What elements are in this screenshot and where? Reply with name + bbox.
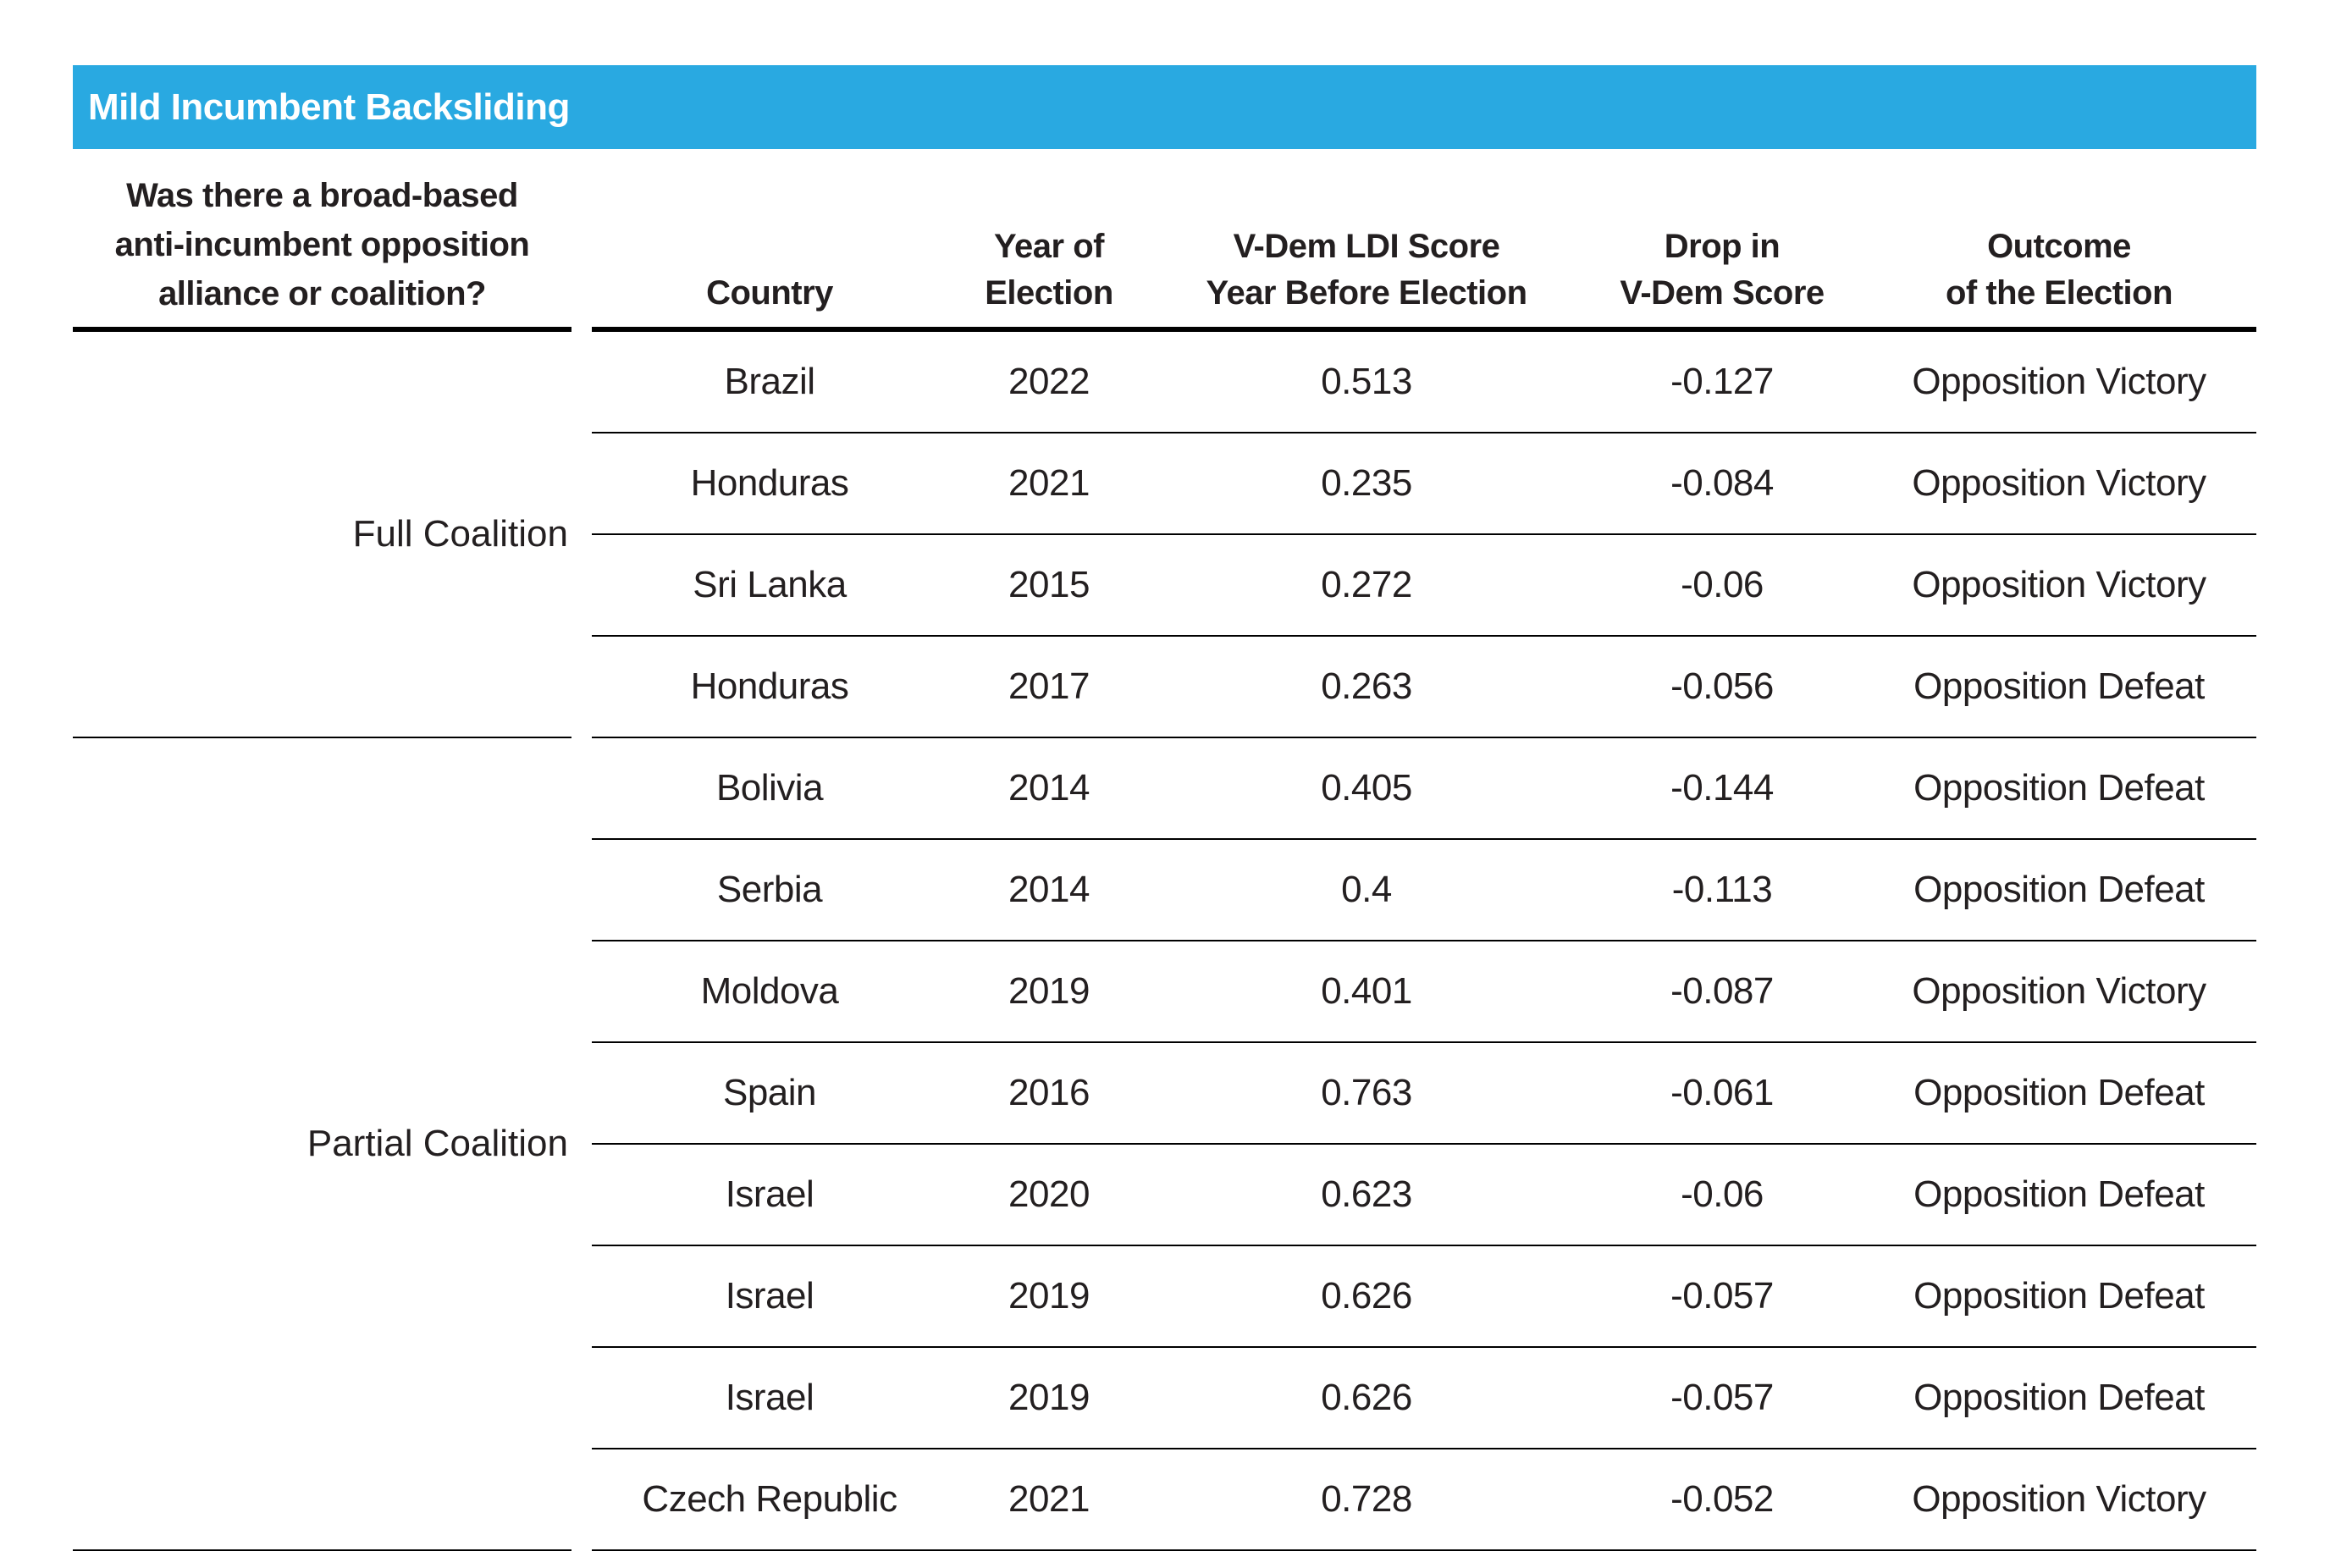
cell-drop: -0.06 — [1681, 564, 1764, 605]
cell-year: 2021 — [1008, 462, 1090, 504]
cell-year: 2015 — [1008, 564, 1090, 605]
cell-drop: -0.084 — [1670, 462, 1774, 504]
cell-outcome: Opposition Defeat — [1913, 1173, 2205, 1215]
cell-drop: -0.144 — [1670, 767, 1774, 809]
cell-outcome: Opposition Defeat — [1913, 767, 2205, 809]
column-header-country: Country — [706, 273, 833, 312]
cell-outcome: Opposition Defeat — [1913, 869, 2205, 910]
cell-ldi-score: 0.401 — [1321, 970, 1412, 1012]
table-row: Honduras 2017 0.263 -0.056 Opposition De… — [592, 637, 2256, 738]
cell-outcome: Opposition Victory — [1912, 564, 2206, 605]
cell-ldi-score: 0.728 — [1321, 1478, 1412, 1520]
column-header-drop: Drop in V-Dem Score — [1620, 227, 1825, 312]
column-header-year: Year of Election — [985, 227, 1113, 312]
table-figure: Mild Incumbent Backsliding Was there a b… — [73, 65, 2256, 1551]
cell-country: Czech Republic — [642, 1478, 897, 1520]
cell-country: Israel — [725, 1377, 814, 1418]
cell-country: Israel — [725, 1173, 814, 1215]
cell-ldi-score: 0.763 — [1321, 1072, 1412, 1113]
table-row: Serbia 2014 0.4 -0.113 Opposition Defeat — [592, 840, 2256, 941]
table-row: Israel 2020 0.623 -0.06 Opposition Defea… — [592, 1145, 2256, 1246]
cell-year: 2014 — [1008, 767, 1090, 809]
cell-ldi-score: 0.626 — [1321, 1275, 1412, 1317]
group-rows-full: Brazil 2022 0.513 -0.127 Opposition Vict… — [592, 332, 2256, 738]
cell-outcome: Opposition Victory — [1912, 462, 2206, 504]
cell-country: Bolivia — [715, 767, 824, 809]
cell-outcome: Opposition Defeat — [1913, 1072, 2205, 1113]
table-row: Israel 2019 0.626 -0.057 Opposition Defe… — [592, 1246, 2256, 1348]
column-header-outcome: Outcome of the Election — [1945, 227, 2173, 312]
cell-country: Moldova — [700, 970, 839, 1012]
cell-year: 2014 — [1008, 869, 1090, 910]
cell-drop: -0.056 — [1670, 665, 1774, 707]
cell-outcome: Opposition Defeat — [1913, 1275, 2205, 1317]
group-label-partial-coalition: Partial Coalition — [73, 738, 571, 1551]
cell-drop: -0.06 — [1681, 1173, 1764, 1215]
table-row: Sri Lanka 2015 0.272 -0.06 Opposition Vi… — [592, 535, 2256, 637]
cell-outcome: Opposition Defeat — [1913, 665, 2205, 707]
table-row: Honduras 2021 0.235 -0.084 Opposition Vi… — [592, 433, 2256, 535]
cell-country: Brazil — [724, 361, 815, 402]
cell-year: 2019 — [1008, 1275, 1090, 1317]
column-gap — [571, 149, 592, 332]
cell-drop: -0.127 — [1670, 361, 1774, 402]
table-header-row: Was there a broad-based anti-incumbent o… — [73, 149, 2256, 332]
cell-drop: -0.113 — [1671, 869, 1773, 910]
column-gap — [571, 738, 592, 1551]
cell-country: Honduras — [690, 462, 849, 504]
column-header-ldi-score: V-Dem LDI Score Year Before Election — [1206, 227, 1527, 312]
cell-ldi-score: 0.263 — [1321, 665, 1412, 707]
table-row: Bolivia 2014 0.405 -0.144 Opposition Def… — [592, 738, 2256, 840]
coalition-question-line1: Was there a broad-based — [126, 177, 518, 214]
table-column-headers: Country Year of Election V-Dem LDI Score… — [592, 149, 2256, 332]
cell-outcome: Opposition Defeat — [1913, 1377, 2205, 1418]
cell-drop: -0.057 — [1670, 1275, 1774, 1317]
cell-country: Spain — [722, 1072, 817, 1113]
column-header-coalition-question: Was there a broad-based anti-incumbent o… — [73, 149, 571, 332]
cell-year: 2022 — [1008, 361, 1090, 402]
table-row: Moldova 2019 0.401 -0.087 Opposition Vic… — [592, 941, 2256, 1043]
table-row: Israel 2019 0.626 -0.057 Opposition Defe… — [592, 1348, 2256, 1449]
cell-drop: -0.061 — [1670, 1072, 1774, 1113]
cell-country: Honduras — [690, 665, 849, 707]
cell-outcome: Opposition Victory — [1912, 361, 2206, 402]
cell-country: Sri Lanka — [693, 564, 847, 605]
cell-drop: -0.052 — [1670, 1478, 1774, 1520]
cell-year: 2021 — [1008, 1478, 1090, 1520]
table-row: Czech Republic 2021 0.728 -0.052 Opposit… — [592, 1449, 2256, 1551]
cell-year: 2017 — [1008, 665, 1090, 707]
table-row: Brazil 2022 0.513 -0.127 Opposition Vict… — [592, 332, 2256, 433]
cell-outcome: Opposition Victory — [1912, 1478, 2206, 1520]
coalition-group-partial: Partial Coalition Bolivia 2014 0.405 -0.… — [73, 738, 2256, 1551]
cell-drop: -0.087 — [1670, 970, 1774, 1012]
coalition-question-line3: alliance or coalition? — [158, 275, 486, 312]
cell-outcome: Opposition Victory — [1912, 970, 2206, 1012]
column-gap — [571, 332, 592, 738]
cell-ldi-score: 0.513 — [1321, 361, 1412, 402]
cell-ldi-score: 0.4 — [1341, 869, 1392, 910]
cell-ldi-score: 0.626 — [1321, 1377, 1412, 1418]
cell-ldi-score: 0.405 — [1321, 767, 1412, 809]
cell-country: Serbia — [716, 869, 823, 910]
coalition-group-full: Full Coalition Brazil 2022 0.513 -0.127 … — [73, 332, 2256, 738]
cell-year: 2019 — [1008, 1377, 1090, 1418]
cell-ldi-score: 0.272 — [1321, 564, 1412, 605]
cell-year: 2016 — [1008, 1072, 1090, 1113]
cell-ldi-score: 0.235 — [1321, 462, 1412, 504]
table-row: Spain 2016 0.763 -0.061 Opposition Defea… — [592, 1043, 2256, 1145]
cell-country: Israel — [725, 1275, 814, 1317]
table-title-bar: Mild Incumbent Backsliding — [73, 65, 2256, 149]
group-label-full-coalition: Full Coalition — [73, 332, 571, 738]
group-rows-partial: Bolivia 2014 0.405 -0.144 Opposition Def… — [592, 738, 2256, 1551]
coalition-question-line2: anti-incumbent opposition — [114, 226, 530, 263]
cell-year: 2020 — [1008, 1173, 1090, 1215]
cell-ldi-score: 0.623 — [1321, 1173, 1412, 1215]
cell-year: 2019 — [1008, 970, 1090, 1012]
table-title: Mild Incumbent Backsliding — [88, 86, 570, 128]
cell-drop: -0.057 — [1670, 1377, 1774, 1418]
